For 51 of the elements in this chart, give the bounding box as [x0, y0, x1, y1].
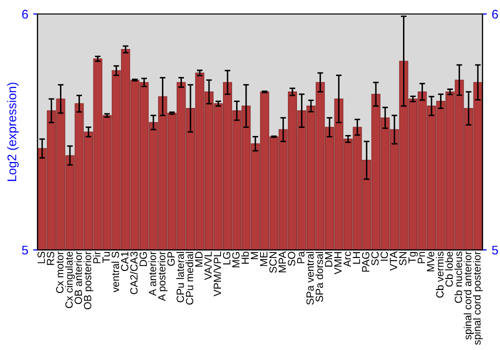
- x-tick-label: OB anterior: [74, 251, 82, 304]
- x-tick-label: spinal cord posterior: [473, 251, 483, 345]
- x-tick-label: Cx motor: [56, 251, 64, 294]
- x-tick-label: DG: [140, 252, 147, 266]
- x-tick-label: Tg: [408, 252, 418, 264]
- x-tick-label: CA2/CA3: [130, 252, 138, 294]
- x-tick-label: LS: [38, 252, 45, 264]
- x-tick-label: SCN: [269, 252, 277, 273]
- x-tick-label: Cb nucleus: [454, 252, 462, 303]
- x-tick-label: LG: [222, 252, 230, 264]
- x-tick-label: SPa dorsal: [315, 252, 324, 302]
- x-tick-label: DM: [325, 252, 332, 267]
- x-tick-label: ventral S: [111, 252, 120, 292]
- x-tick-label: VPM/VPL: [213, 252, 222, 296]
- x-tick-label: Tu: [102, 252, 110, 263]
- x-tick-label: Arc: [344, 252, 351, 267]
- x-tick-label: SN: [399, 252, 406, 266]
- x-tick-label: Pa: [297, 251, 305, 264]
- x-tick-label: OB posterior: [84, 251, 94, 310]
- x-tick-label: MVe: [427, 252, 434, 272]
- x-tick-label: GP: [167, 252, 175, 266]
- x-tick-label: VMH: [334, 252, 342, 274]
- x-tick-label: VA/VL: [204, 252, 212, 280]
- x-tick-label: LH: [352, 252, 360, 264]
- x-tick-label: M: [250, 252, 258, 260]
- y-axis-title: Log2 (expression): [7, 82, 19, 181]
- x-tick-label: CPu lateral: [176, 252, 184, 302]
- x-tick-label: Cb vermis: [436, 252, 444, 298]
- x-tick-label: A posterior: [158, 251, 168, 302]
- x-tick-label: MD: [195, 252, 202, 267]
- x-tick-label: MPA: [278, 251, 286, 272]
- y2-tick-label: 6: [492, 10, 498, 19]
- x-tick-label: spinal cord anterior: [464, 251, 474, 340]
- x-tick-label: IC: [380, 252, 388, 261]
- x-tick-label: SPa ventral: [306, 252, 314, 305]
- x-tick-label: PAG: [362, 252, 370, 272]
- x-tick-label: A anterior: [148, 251, 156, 296]
- x-tick-label: CPu medial: [186, 252, 194, 305]
- x-tick-label: RS: [46, 252, 54, 265]
- x-tick-label: SO: [288, 252, 296, 266]
- x-tick-label: Hb: [241, 252, 249, 264]
- x-tick-label: Pn: [418, 252, 425, 264]
- x-tick-label: MG: [232, 252, 240, 268]
- x-tick-label: SC: [371, 252, 379, 266]
- x-tick-label: VTA: [390, 251, 398, 271]
- x-tick-label: Cx cingulate: [65, 252, 75, 308]
- y2-tick-label: 5: [492, 246, 498, 255]
- x-tick-label: ME: [260, 252, 268, 266]
- x-tick-label: Pir: [92, 251, 100, 264]
- x-tick-label: Cb lobe: [445, 252, 453, 287]
- x-tick-label: CA1: [120, 252, 128, 272]
